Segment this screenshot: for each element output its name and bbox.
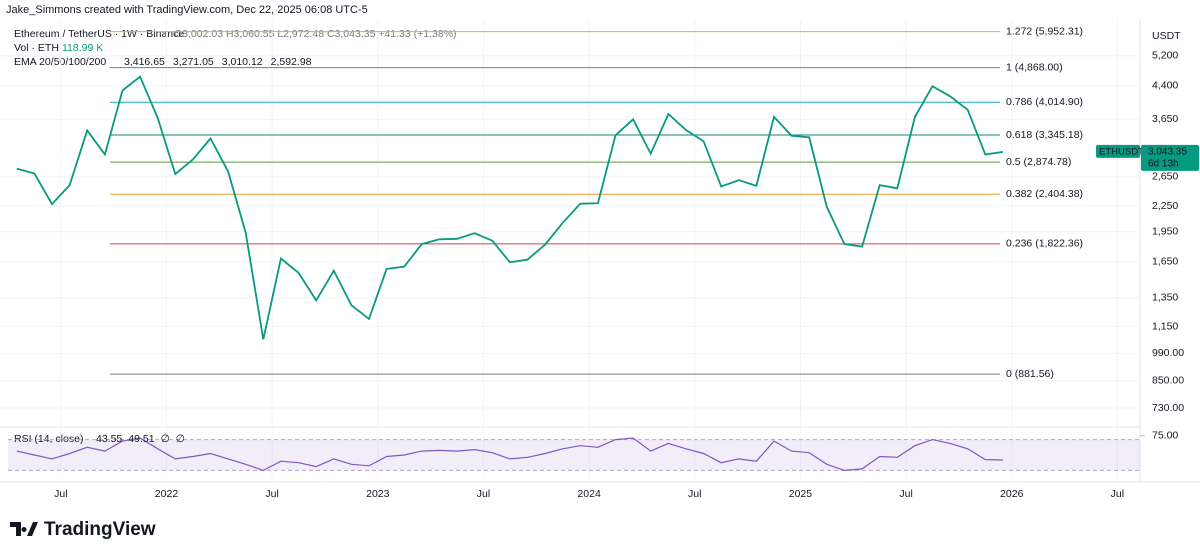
rsi-value: 43.55 — [96, 433, 122, 445]
fib-label: 0.786 (4,014.90) — [1006, 96, 1083, 108]
price-tag-countdown: 6d 13h — [1148, 159, 1179, 170]
y-tick-label: 1,650 — [1152, 256, 1178, 268]
x-tick-label: 2026 — [1000, 488, 1024, 500]
fib-label: 0.236 (1,822.36) — [1006, 238, 1083, 250]
y-tick-label: 5,200 — [1152, 50, 1178, 62]
price-tag-name: ETHUSDT — [1099, 146, 1144, 157]
y-tick-label: 850.00 — [1152, 374, 1184, 386]
fib-label: 1 (4,868.00) — [1006, 61, 1063, 73]
fib-label: 1.272 (5,952.31) — [1006, 25, 1083, 37]
x-tick-label: Jul — [1111, 488, 1124, 500]
x-tick-label: Jul — [477, 488, 490, 500]
fib-label: 0.618 (3,345.18) — [1006, 129, 1083, 141]
rsi-label: RSI (14, close) — [14, 433, 83, 445]
ema-value: 3,416.65 — [124, 56, 165, 68]
brand-logo — [10, 522, 38, 536]
ema-label: EMA 20/50/100/200 — [14, 56, 106, 68]
rsi-tick-label: 75.00 — [1152, 429, 1178, 441]
price-tag-value: 3,043.35 — [1148, 147, 1187, 158]
x-tick-label: 2025 — [789, 488, 813, 500]
x-tick-label: Jul — [54, 488, 67, 500]
symbol: Ethereum / TetherUS · 1W · Binance — [14, 28, 184, 40]
x-tick-label: Jul — [688, 488, 701, 500]
price-tag-name-bg — [1096, 144, 1140, 158]
x-tick-label: 2022 — [155, 488, 179, 500]
fib-label: 0.382 (2,404.38) — [1006, 188, 1083, 200]
rsi-value: 49.51 — [128, 433, 154, 445]
ohlc: O3,002.03 H3,060.55 L2,972.48 C3,043.35 … — [174, 28, 457, 40]
y-tick-label: 3,650 — [1152, 113, 1178, 125]
rsi-band — [8, 439, 1140, 471]
ema-value: 2,592.98 — [271, 56, 312, 68]
y-tick-label: 4,400 — [1152, 80, 1178, 92]
y-tick-label: 730.00 — [1152, 402, 1184, 414]
rsi-value: ∅ — [176, 433, 185, 445]
y-tick-label: 1,150 — [1152, 320, 1178, 332]
x-tick-label: Jul — [899, 488, 912, 500]
volume-value: 118.99 K — [62, 42, 103, 54]
logo-mark — [10, 522, 38, 536]
y-tick-label: 1,950 — [1152, 226, 1178, 238]
x-tick-label: 2024 — [577, 488, 601, 500]
rsi-value: ∅ — [161, 433, 170, 445]
price-line — [16, 75, 1004, 340]
fib-label: 0.5 (2,874.78) — [1006, 156, 1071, 168]
y-tick-label: 1,350 — [1152, 292, 1178, 304]
y-tick-label: 2,650 — [1152, 171, 1178, 183]
brand-name: TradingView — [44, 519, 156, 540]
ema-value: 3,010.12 — [222, 56, 263, 68]
x-tick-label: 2023 — [366, 488, 390, 500]
price-tag-bg — [1141, 144, 1199, 171]
y-tick-label: 2,250 — [1152, 200, 1178, 212]
currency: USDT — [1152, 30, 1181, 42]
volume-label: Vol · ETH — [14, 42, 59, 54]
ema-value: 3,271.05 — [173, 56, 214, 68]
fib-label: 0 (881.56) — [1006, 368, 1054, 380]
x-tick-label: Jul — [265, 488, 278, 500]
y-tick-label: 990.00 — [1152, 347, 1184, 359]
rsi-line — [16, 437, 1003, 472]
attribution: Jake_Simmons created with TradingView.co… — [6, 4, 368, 16]
